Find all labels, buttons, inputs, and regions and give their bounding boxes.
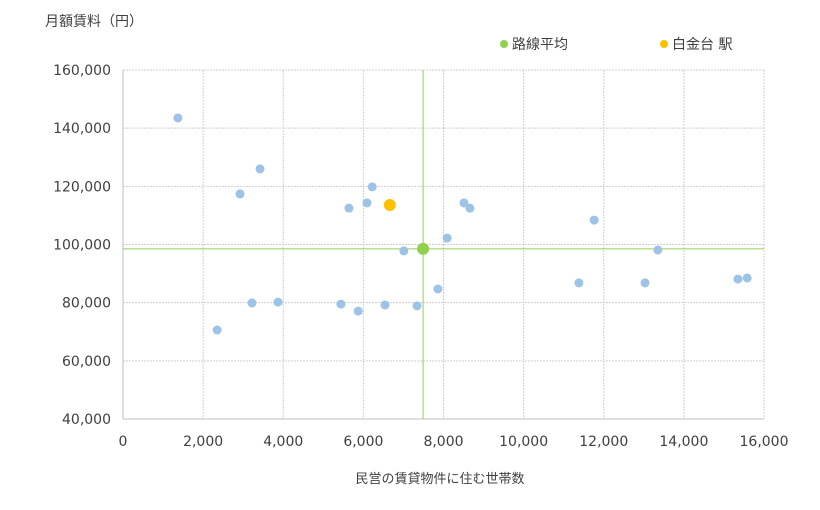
y-tick-label: 60,000: [62, 354, 111, 370]
data-point-station: [465, 203, 475, 213]
data-point-station: [412, 301, 422, 311]
x-tick-label: 4,000: [263, 434, 303, 450]
data-point-station: [399, 246, 409, 256]
data-point-station: [574, 278, 584, 288]
y-tick-label: 40,000: [62, 412, 111, 428]
y-tick-label: 100,000: [53, 238, 111, 254]
y-tick-label: 140,000: [53, 121, 111, 137]
data-point-station: [212, 325, 222, 335]
data-point-station: [380, 300, 390, 310]
legend-label-route-average: 路線平均: [512, 37, 568, 53]
y-tick-label: 160,000: [53, 63, 111, 79]
legend-label-station: 白金台 駅: [672, 37, 733, 53]
data-point-station: [336, 299, 346, 309]
data-point-station: [640, 278, 650, 288]
data-point-station: [247, 298, 257, 308]
x-tick-label: 12,000: [579, 434, 628, 450]
data-point-station: [255, 164, 265, 174]
y-axis-title: 月額賃料（円）: [45, 14, 143, 30]
x-tick-label: 0: [119, 434, 128, 450]
data-point-station: [442, 233, 452, 243]
y-tick-label: 80,000: [62, 296, 111, 312]
y-tick-label: 120,000: [53, 179, 111, 195]
data-point-station: [344, 203, 354, 213]
data-point-station: [733, 274, 743, 284]
x-tick-label: 2,000: [183, 434, 223, 450]
x-tick-label: 6,000: [343, 434, 383, 450]
x-tick-label: 10,000: [499, 434, 548, 450]
data-point-station: [173, 113, 183, 123]
x-tick-label: 8,000: [423, 434, 463, 450]
x-tick-label: 14,000: [659, 434, 708, 450]
data-point-station: [433, 284, 443, 294]
data-point-route-average: [417, 242, 430, 255]
data-point-station: [367, 182, 377, 192]
legend-item-station: 白金台 駅: [660, 34, 732, 54]
green-dot-icon: [500, 40, 508, 48]
data-point-station: [589, 215, 599, 225]
legend-item-route-average: 路線平均: [500, 34, 568, 54]
x-tick-label: 16,000: [740, 434, 789, 450]
data-point-station: [273, 297, 283, 307]
data-point-station: [353, 306, 363, 316]
data-point-shirokanedai: [383, 198, 396, 211]
x-axis-title: 民営の賃貸物件に住む世帯数: [355, 472, 525, 487]
data-point-station: [235, 189, 245, 199]
data-point-station: [459, 198, 469, 208]
data-point-station: [653, 245, 663, 255]
orange-dot-icon: [660, 40, 668, 48]
data-point-station: [742, 273, 752, 283]
data-point-station: [362, 198, 372, 208]
